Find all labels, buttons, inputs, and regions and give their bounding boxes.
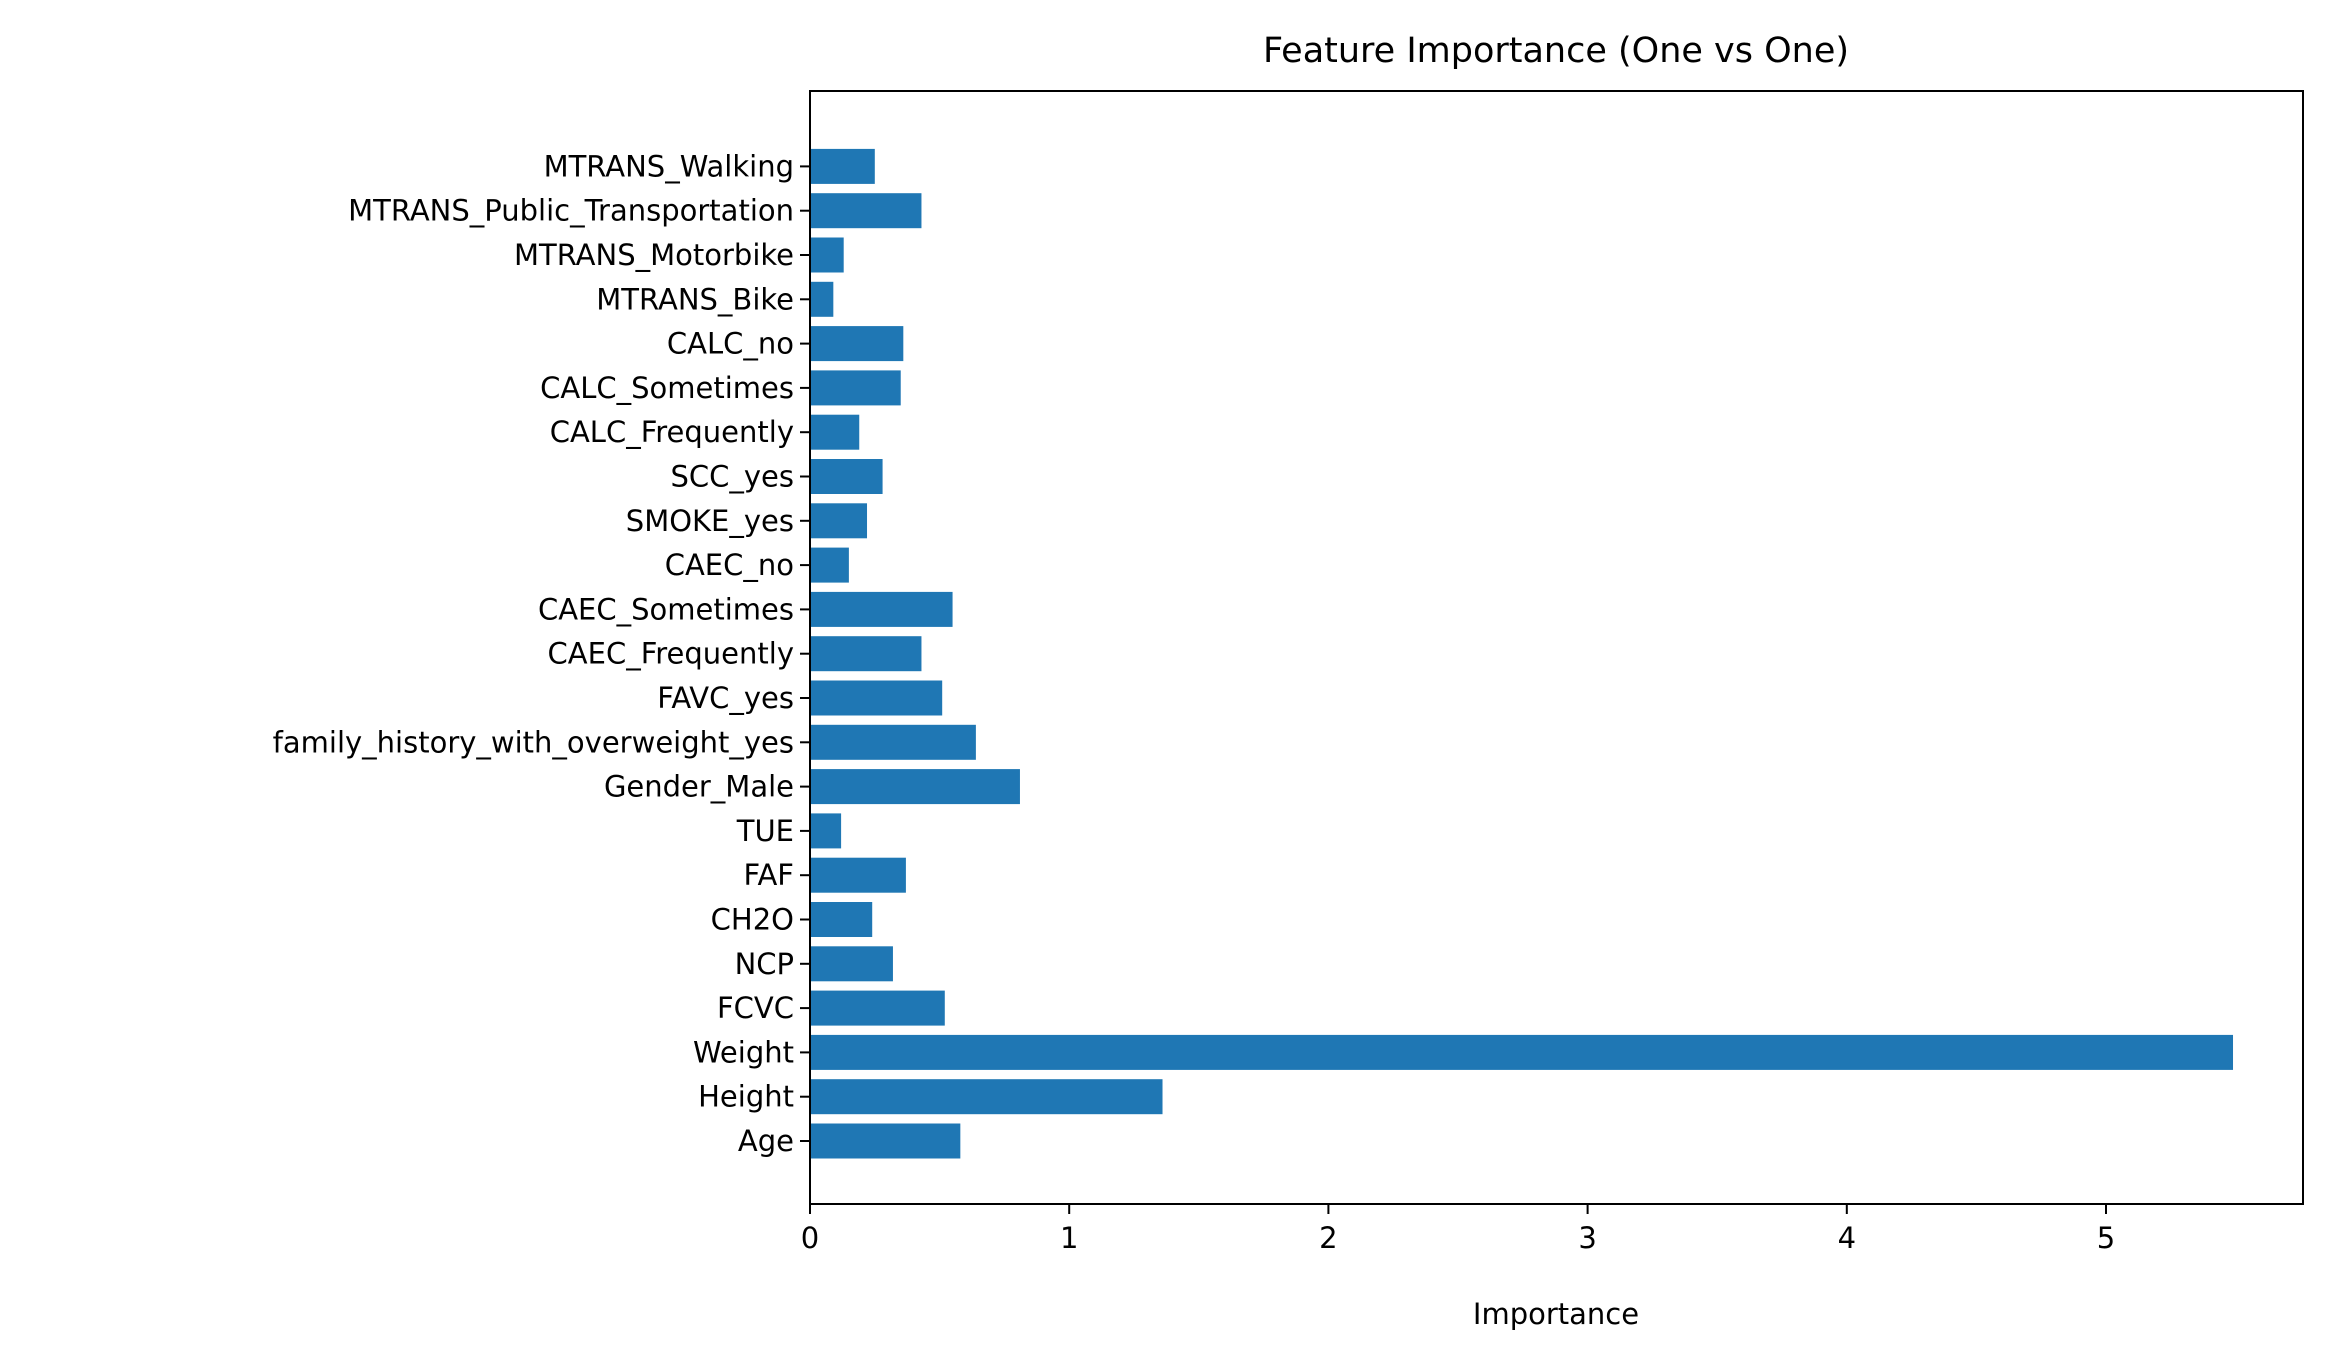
bar-age (810, 1123, 961, 1159)
bar-scc-yes (810, 459, 883, 494)
y-tick-label: SCC_yes (670, 460, 794, 494)
y-tick-label: SMOKE_yes (626, 504, 794, 538)
y-tick-label: CH2O (711, 903, 794, 937)
x-tick-label: 2 (1319, 1221, 1337, 1255)
y-tick-label: TUE (736, 814, 794, 848)
y-tick-label: FAF (743, 858, 794, 892)
x-tick-label: 0 (801, 1221, 819, 1255)
plot-frame (809, 90, 2304, 1205)
x-tick-label: 5 (2097, 1221, 2115, 1255)
bar-mtrans-motorbike (810, 237, 844, 273)
bar-tue (810, 813, 842, 849)
y-axis-ticks: Age Height Weight FCVC NCP CH2O FAF TUE Gender_M… (273, 149, 810, 1158)
bar-family-history-with-overweight-yes (810, 724, 976, 760)
x-tick-label: 3 (1578, 1221, 1596, 1255)
x-tick-label: 1 (1060, 1221, 1078, 1255)
y-tick-label: CAEC_no (665, 548, 794, 582)
bar-calc-frequently (810, 414, 860, 450)
bar-ncp (810, 946, 893, 982)
bar-calc-no (810, 326, 904, 362)
y-tick-label: FAVC_yes (657, 681, 794, 715)
y-tick-label: CALC_Frequently (550, 415, 794, 449)
x-axis-ticks: 0 1 2 3 4 5 (801, 1204, 2115, 1255)
bar-favc-yes (810, 680, 943, 716)
y-tick-label: MTRANS_Motorbike (514, 238, 794, 272)
y-tick-label: family_history_with_overweight_yes (273, 725, 794, 759)
y-tick-label: NCP (735, 947, 794, 981)
bars-group (810, 148, 2234, 1159)
bar-caec-frequently (810, 636, 922, 672)
y-tick-label: MTRANS_Bike (596, 282, 794, 316)
x-tick-label: 4 (1838, 1221, 1856, 1255)
y-tick-label: Height (698, 1080, 794, 1114)
bar-ch2o (810, 902, 873, 937)
bar-calc-sometimes (810, 370, 901, 406)
y-tick-label: CAEC_Frequently (548, 637, 794, 671)
bar-smoke-yes (810, 503, 868, 539)
chart-title: Feature Importance (One vs One) (1263, 31, 1849, 71)
y-tick-label: Age (738, 1124, 794, 1158)
bar-mtrans-bike (810, 281, 834, 317)
y-tick-label: Weight (693, 1035, 794, 1069)
bar-caec-sometimes (810, 591, 953, 627)
y-tick-label: CALC_no (667, 327, 794, 361)
y-tick-label: MTRANS_Walking (544, 149, 794, 183)
bar-faf (810, 857, 906, 893)
y-tick-label: CALC_Sometimes (540, 371, 794, 405)
bar-height (810, 1079, 1163, 1115)
bar-mtrans-public-transportation (810, 193, 922, 229)
bar-fcvc (810, 990, 945, 1026)
y-tick-label: CAEC_Sometimes (538, 592, 794, 626)
bar-caec-no (810, 547, 849, 583)
bar-gender-male (810, 769, 1020, 805)
bar-mtrans-walking (810, 148, 875, 184)
y-tick-label: Gender_Male (604, 770, 794, 804)
bar-weight (810, 1034, 2234, 1070)
x-axis-label: Importance (1473, 1297, 1639, 1331)
y-tick-label: MTRANS_Public_Transportation (348, 194, 794, 228)
y-tick-label: FCVC (717, 991, 794, 1025)
